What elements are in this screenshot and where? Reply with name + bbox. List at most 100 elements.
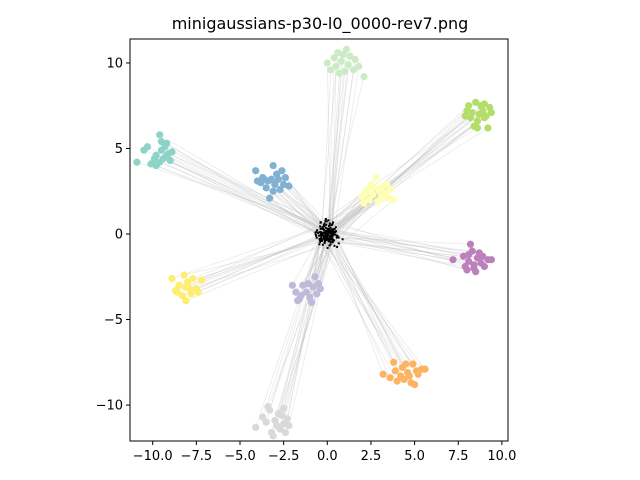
link-line [178,232,331,286]
center-point [328,224,331,227]
center-point [323,232,326,235]
center-point [336,245,339,248]
link-line [192,223,331,279]
x-tick-label: −5.0 [224,449,256,464]
cluster-9-point [281,428,289,437]
center-point [323,228,326,231]
cluster-8-point [168,274,176,283]
center-point [332,228,335,231]
link-line [321,69,332,234]
cluster-3-point [362,189,370,197]
cluster-1-point [292,288,300,296]
link-line [334,245,384,375]
link-line [330,69,354,233]
link-line [136,161,335,230]
link-line [317,232,408,373]
link-line [338,237,471,245]
chart-title: minigaussians-p30-l0_0000-rev7.png [172,14,469,34]
cluster-3-point [390,196,398,204]
cluster-5-point [473,117,482,125]
link-line [154,158,326,238]
cluster-1-point [304,280,312,288]
center-point [335,230,338,233]
link-line [169,160,317,237]
link-line [328,57,335,232]
cluster-7-point [379,370,387,378]
link-line [171,222,334,279]
link-line [330,120,478,240]
link-line [166,143,326,240]
link-line [161,149,330,227]
link-line [185,221,327,288]
cluster-3-point [372,173,380,182]
link-line [328,201,379,221]
link-line [283,226,325,409]
cluster-1-point [311,273,319,281]
link-line [328,115,466,241]
center-point [328,236,331,239]
cluster-9-point [252,423,260,431]
link-line [189,243,331,290]
center-point [325,223,328,226]
link-line [274,234,327,421]
cluster-2-point [351,55,359,64]
link-line [156,154,317,233]
center-point [332,221,335,224]
link-line [265,234,323,423]
center-point [322,227,325,230]
cluster-2-point [349,66,358,74]
center-point [321,243,324,246]
link-line [326,235,414,365]
link-line [278,235,338,414]
x-tick-label: 10.0 [487,449,516,464]
link-line [321,228,480,254]
link-line [331,224,483,257]
x-tick-label: 7.5 [448,449,469,464]
center-point [328,222,331,225]
link-line [323,127,489,233]
link-line [333,233,410,377]
link-line [333,202,365,230]
link-line [164,146,324,227]
center-point [331,241,334,244]
link-line [330,71,346,242]
center-point [321,232,324,235]
cluster-8-point [197,276,206,284]
link-line [327,125,475,235]
link-line [288,233,334,426]
x-tick-label: 5.0 [404,449,425,464]
x-tick-label: 2.5 [361,449,382,464]
link-line [336,235,401,377]
cluster-2-point [342,45,351,53]
cluster-0-point [156,131,164,139]
link-line [325,227,485,267]
link-line [331,235,419,375]
link-line [319,52,339,241]
center-point [329,226,332,229]
link-line [320,110,483,235]
link-line [326,64,349,234]
cluster-0-point [143,143,152,151]
link-line [274,184,329,229]
link-line [323,233,391,378]
center-point [329,240,332,243]
cluster-5-point [479,107,487,115]
link-line [143,149,326,232]
cluster-6-point [487,256,496,264]
center-points [314,218,344,249]
cluster-6-point [479,252,487,260]
link-line [328,54,344,231]
link-line [283,184,324,230]
link-line [265,187,330,237]
link-line [335,234,482,264]
center-point [325,236,328,239]
link-line [329,101,476,231]
cluster-4-point [252,167,260,175]
cluster-5-point [480,114,489,122]
center-point [329,235,332,238]
cluster-8-point [178,291,186,300]
cluster-2-point [341,67,349,76]
center-point [318,238,321,241]
cluster-5-point [480,100,489,108]
center-point [324,231,327,234]
